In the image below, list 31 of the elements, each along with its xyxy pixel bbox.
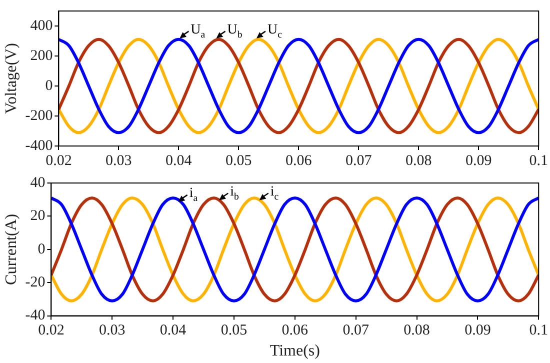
x-tick-label: 0.04 [166,152,192,169]
x-tick-label: 0.04 [160,322,187,339]
x-tick-label: 0.06 [282,322,309,339]
y-tick-label: 400 [30,18,53,34]
y-axis-title: Current(A) [2,214,20,285]
y-tick-label: 200 [30,48,53,64]
x-tick-label: 0.09 [466,152,492,169]
x-tick-label: 0.1 [529,152,548,169]
y-axis-title: Voltage(V) [2,43,20,114]
x-tick-label: 0.09 [464,322,491,339]
x-axis-title: Time(s) [270,342,320,360]
y-tick-label: 0 [38,241,46,258]
x-tick-label: 0.06 [286,152,312,169]
x-tick-label: 0.08 [404,322,430,339]
x-tick-label: 0.07 [346,152,372,169]
y-tick-label: -200 [25,108,53,124]
x-tick-label: 0.07 [342,322,370,339]
x-tick-label: 0.05 [220,322,248,339]
y-tick-label: -40 [25,308,46,324]
y-tick-label: 40 [30,174,46,191]
x-tick-label: 0.02 [38,322,64,339]
x-tick-label: 0.08 [406,152,432,169]
x-tick-label: 0.03 [106,152,132,169]
x-tick-label: 0.05 [226,152,252,169]
y-tick-label: 0 [45,78,53,94]
y-tick-label: -20 [25,274,46,291]
y-tick-label: -400 [25,138,53,154]
x-tick-label: 0.03 [99,322,126,339]
x-tick-label: 0.02 [46,152,72,169]
y-tick-label: 20 [30,208,46,224]
x-tick-label: 0.1 [529,322,548,339]
